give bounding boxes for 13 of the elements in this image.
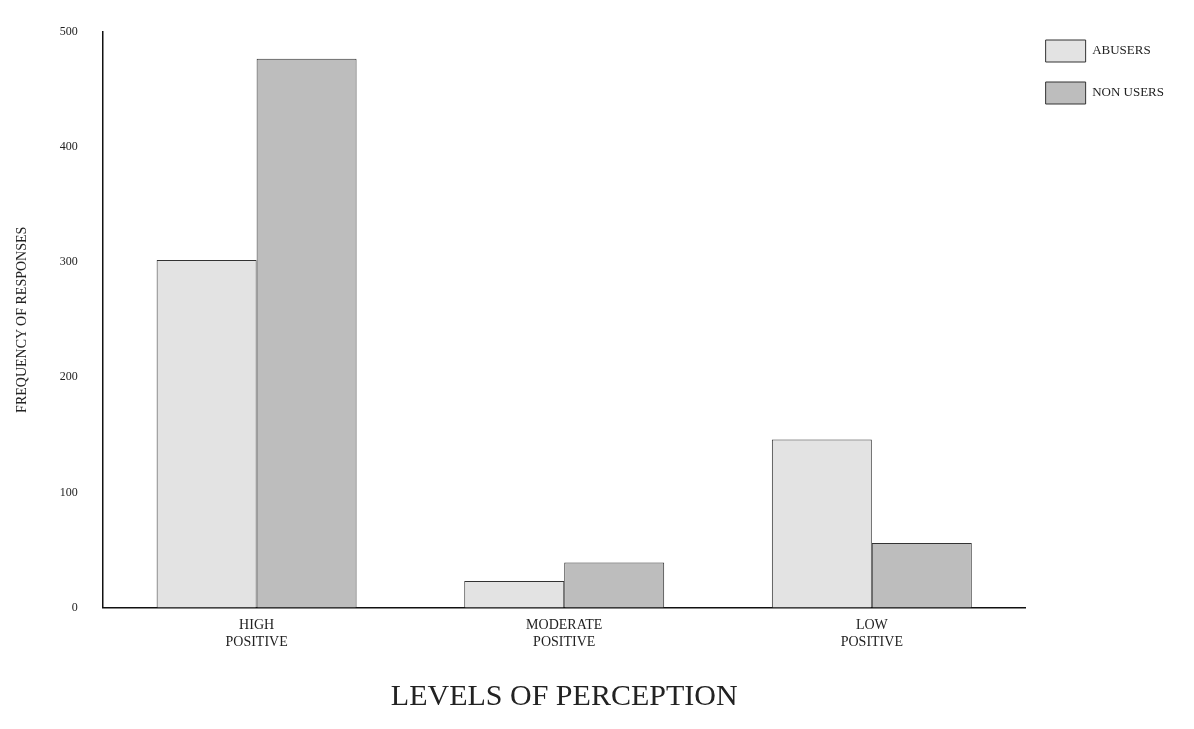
x-tick-label: LOW POSITIVE bbox=[840, 617, 903, 650]
y-tick-label: 500 bbox=[59, 24, 78, 39]
x-tick-label: HIGH POSITIVE bbox=[225, 617, 288, 650]
x-tick-label: MODERATE POSITIVE bbox=[526, 617, 603, 650]
y-tick-label: 300 bbox=[59, 254, 78, 269]
y-axis-title: FREQUENCY OF RESPONSES bbox=[14, 226, 30, 413]
x-axis-title: LEVELS OF PERCEPTION bbox=[390, 677, 738, 711]
y-tick-label: 400 bbox=[59, 139, 78, 154]
y-tick-label: 100 bbox=[59, 484, 78, 499]
y-tick-label: 0 bbox=[71, 599, 78, 614]
legend-label: NON USERS bbox=[1092, 84, 1164, 100]
y-tick-label: 200 bbox=[59, 369, 78, 384]
legend-label: ABUSERS bbox=[1092, 42, 1151, 58]
